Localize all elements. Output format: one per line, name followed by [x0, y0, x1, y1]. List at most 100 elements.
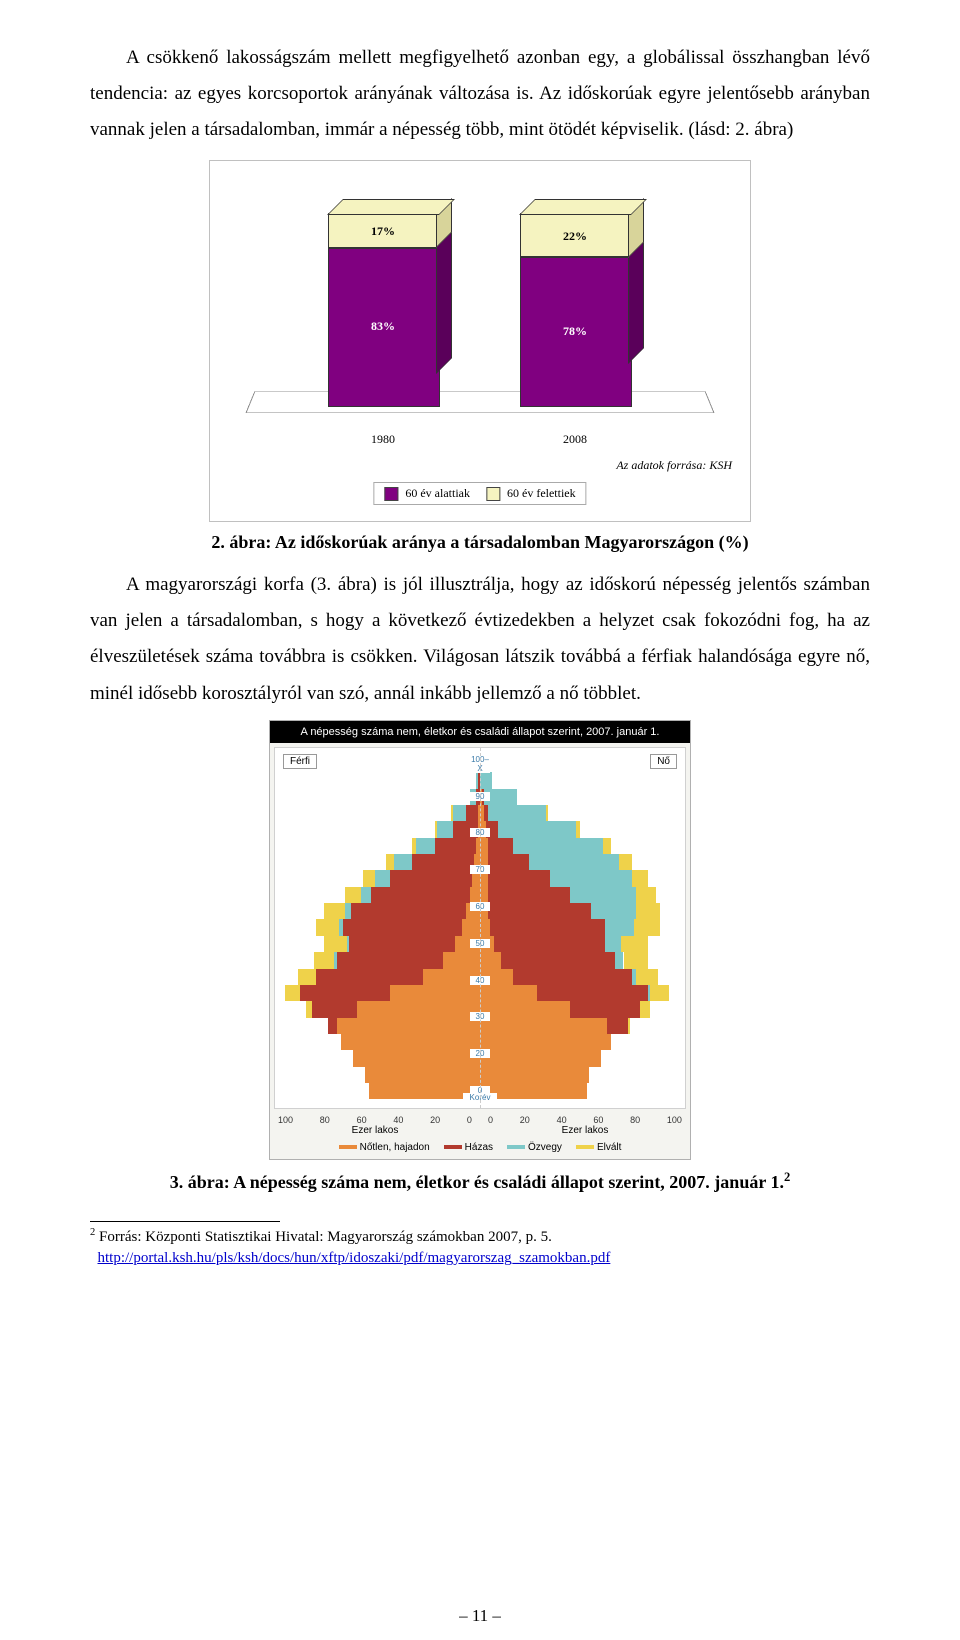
pyramid-x-tick: 40: [557, 1115, 567, 1125]
pyramid-bar-female: [488, 854, 529, 870]
pyramid-bar-male: [394, 854, 412, 870]
pyramid-bar-female: [607, 1018, 628, 1034]
population-pyramid: A népesség száma nem, életkor és családi…: [269, 720, 691, 1160]
pyramid-legend-label: Elvált: [597, 1142, 621, 1153]
pyramid-bar-male: [298, 969, 316, 985]
pyramid-bar-male: [300, 985, 390, 1001]
pyramid-left-half: [275, 748, 480, 1108]
chart-source-note: Az adatok forrása: KSH: [616, 458, 732, 473]
pyramid-x-tick: 40: [393, 1115, 403, 1125]
category-label-2008: 2008: [515, 432, 635, 447]
pyramid-bar-female: [501, 952, 616, 968]
pyramid-bar-female: [650, 985, 668, 1001]
pyramid-bar-female: [605, 936, 621, 952]
paragraph-2: A magyarországi korfa (3. ábra) is jól i…: [90, 567, 870, 711]
footnote-text: Forrás: Központi Statisztikai Hivatal: M…: [95, 1229, 552, 1245]
bar-value-over60: 22%: [520, 229, 630, 244]
pyramid-bar-female: [632, 870, 648, 886]
pyramid-bar-female: [603, 838, 611, 854]
legend-swatch-over60: [486, 487, 500, 501]
pyramid-bar-male: [324, 903, 345, 919]
pyramid-bar-female: [513, 838, 603, 854]
pyramid-bar-female: [480, 1034, 611, 1050]
pyramid-bar-male: [316, 969, 423, 985]
pyramid-bar-male: [285, 985, 299, 1001]
pyramid-bar-male: [390, 870, 472, 886]
pyramid-bar-male: [334, 952, 336, 968]
pyramid-bar-male: [343, 919, 462, 935]
legend-swatch-under60: [384, 487, 398, 501]
legend-item-over60: 60 év felettiek: [486, 486, 576, 501]
pyramid-bar-female: [576, 821, 580, 837]
pyramid-legend-swatch: [444, 1145, 462, 1149]
pyramid-bar-male: [451, 805, 453, 821]
pyramid-bar-male: [337, 952, 444, 968]
pyramid-x-tick: 100: [278, 1115, 293, 1125]
pyramid-title: A népesség száma nem, életkor és családi…: [270, 721, 690, 743]
chart-legend: 60 év alattiak 60 év felettiek: [373, 482, 586, 505]
pyramid-legend-item: Házas: [444, 1142, 493, 1153]
pyramid-bar-female: [605, 919, 634, 935]
pyramid-bar-male: [371, 887, 469, 903]
pyramid-bar-male: [339, 919, 343, 935]
pyramid-bar-female: [546, 805, 548, 821]
pyramid-bar-female: [591, 903, 636, 919]
paragraph-1: A csökkenő lakosságszám mellett megfigye…: [90, 40, 870, 148]
pyramid-bar-male: [437, 821, 453, 837]
pyramid-bar-male: [337, 1018, 481, 1034]
chart-floor: [245, 392, 714, 414]
pyramid-bar-female: [615, 952, 623, 968]
pyramid-bar-male: [351, 903, 466, 919]
chart-age-share: 83%17% 78%22% 1980 2008 60 év alattiak 6…: [209, 160, 751, 522]
pyramid-caption-sup: 2: [784, 1170, 790, 1184]
pyramid-legend-label: Házas: [465, 1142, 493, 1153]
pyramid-bar-female: [550, 870, 632, 886]
pyramid-bar-male: [347, 936, 349, 952]
pyramid-bar-female: [537, 985, 648, 1001]
pyramid-xticks-right: 020406080100: [480, 1113, 690, 1125]
pyramid-legend-swatch: [339, 1145, 357, 1149]
pyramid-caption: 3. ábra: A népesség száma nem, életkor é…: [90, 1170, 870, 1193]
pyramid-legend-item: Elvált: [576, 1142, 621, 1153]
pyramid-bar-male: [341, 1034, 480, 1050]
pyramid-caption-text: 3. ábra: A népesség száma nem, életkor é…: [170, 1172, 784, 1192]
pyramid-bar-male: [316, 919, 339, 935]
pyramid-bar-female: [636, 969, 659, 985]
pyramid-x-tick: 0: [488, 1115, 493, 1125]
pyramid-bar-female: [480, 1001, 570, 1017]
pyramid-legend-swatch: [507, 1145, 525, 1149]
pyramid-x-tick: 60: [357, 1115, 367, 1125]
pyramid-bar-female: [634, 919, 661, 935]
bar-1980: 83% 17%: [328, 213, 438, 407]
footnote-link[interactable]: http://portal.ksh.hu/pls/ksh/docs/hun/xf…: [98, 1250, 611, 1266]
pyramid-bar-female: [628, 1018, 630, 1034]
page-number: – 11 –: [0, 1606, 960, 1626]
pyramid-bar-female: [570, 1001, 640, 1017]
pyramid-x-tick: 0: [467, 1115, 472, 1125]
pyramid-bar-male: [353, 1050, 480, 1066]
pyramid-legend-item: Nőtlen, hajadon: [339, 1142, 430, 1153]
pyramid-bar-male: [345, 887, 361, 903]
pyramid-bar-male: [416, 838, 434, 854]
pyramid-bar-female: [640, 1001, 650, 1017]
pyramid-bar-female: [490, 919, 605, 935]
pyramid-x-tick: 20: [520, 1115, 530, 1125]
pyramid-bar-female: [488, 887, 570, 903]
pyramid-x-tick: 20: [430, 1115, 440, 1125]
pyramid-bar-male: [345, 903, 351, 919]
pyramid-bar-male: [363, 870, 375, 886]
pyramid-bar-male: [412, 838, 416, 854]
legend-label-under60: 60 év alattiak: [405, 486, 470, 500]
pyramid-bar-female: [488, 805, 545, 821]
pyramid-xaxis-title-left: Ezer lakos: [270, 1125, 480, 1138]
pyramid-bar-male: [306, 1001, 312, 1017]
bar-value-under60: 83%: [328, 319, 438, 334]
pyramid-x-tick: 80: [630, 1115, 640, 1125]
pyramid-bar-male: [390, 985, 480, 1001]
pyramid-bar-male: [386, 854, 394, 870]
chart1-caption: 2. ábra: Az időskorúak aránya a társadal…: [90, 532, 870, 553]
pyramid-legend: Nőtlen, hajadonHázasÖzvegyElvált: [270, 1138, 690, 1159]
pyramid-bar-male: [312, 1001, 357, 1017]
bar-value-over60: 17%: [328, 224, 438, 239]
pyramid-bar-male: [453, 805, 465, 821]
